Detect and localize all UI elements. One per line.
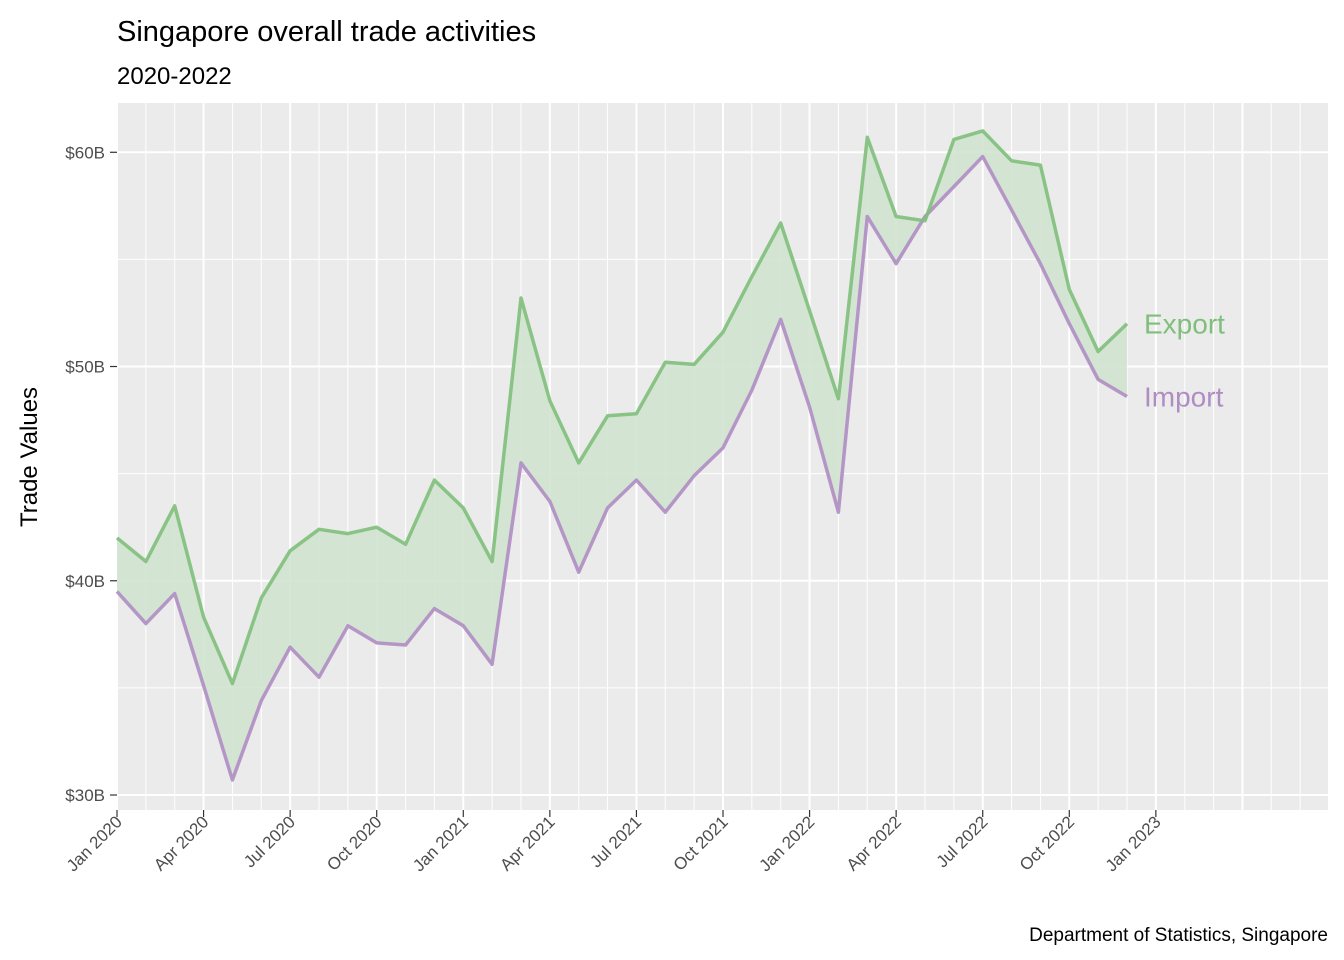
y-tick-label: $40B	[65, 572, 105, 591]
x-tick-label: Oct 2021	[670, 812, 732, 874]
export-line	[115, 129, 1129, 686]
x-tick-label: Jul 2021	[586, 812, 645, 871]
major-gridlines	[116, 103, 1330, 810]
x-tick-label: Oct 2020	[323, 812, 385, 874]
x-tick-label: Apr 2021	[496, 812, 558, 874]
x-tick-label: Apr 2022	[843, 812, 905, 874]
y-tick-label: $50B	[65, 358, 105, 377]
chart-title: Singapore overall trade activities	[117, 16, 536, 48]
trade-gap-ribbon	[117, 130, 1127, 780]
x-tick-label: Jan 2021	[409, 812, 472, 875]
x-tick-label: Jan 2023	[1102, 812, 1165, 875]
x-tick-label: Jan 2020	[63, 812, 126, 875]
y-tick-label: $60B	[65, 143, 105, 162]
x-axis: Jan 2020 Apr 2020 Jul 2020 Oct 2020 Jan 2021…	[63, 810, 1165, 875]
chart-subtitle: 2020-2022	[117, 63, 232, 90]
import-series-label: Import	[1144, 382, 1224, 413]
x-tick-label: Apr 2020	[150, 812, 212, 874]
export-series-label: Export	[1144, 309, 1225, 340]
series-labels: Export Import	[1144, 309, 1225, 413]
x-tick-label: Jul 2022	[933, 812, 992, 871]
import-line	[115, 154, 1128, 782]
x-tick-label: Jul 2020	[240, 812, 299, 871]
series-lines	[115, 129, 1129, 782]
x-tick-label: Jan 2022	[756, 812, 819, 875]
chart-caption: Department of Statistics, Singapore	[1029, 925, 1328, 946]
y-axis-label: Trade Values	[16, 387, 43, 527]
x-tick-label: Oct 2022	[1016, 812, 1078, 874]
y-axis: $30B $40B $50B $60B	[65, 143, 117, 805]
y-tick-label: $30B	[65, 786, 105, 805]
